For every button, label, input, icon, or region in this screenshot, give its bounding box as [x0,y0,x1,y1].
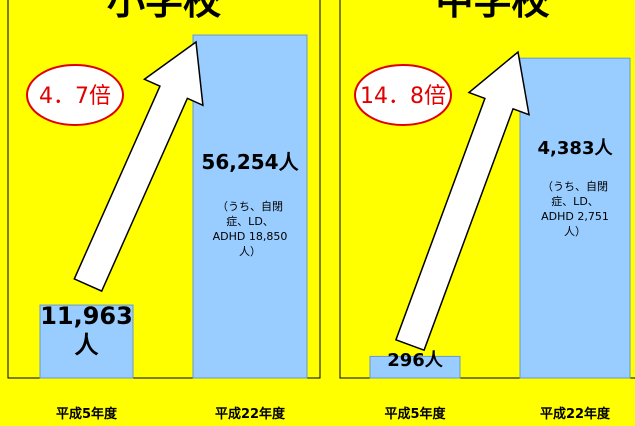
ratio-badge [26,64,124,126]
ratio-label: 14．8倍 [360,84,446,109]
ratio-badge [354,64,452,126]
ratio-label: 4．7倍 [39,84,111,109]
value-label: 4,383人 [537,138,613,159]
bar [519,57,631,379]
bar [39,304,134,379]
x-tick-label: 平成5年度 [55,407,118,422]
chart-title: 小学校 [106,0,221,23]
value-label: 296人 [387,350,443,371]
chart-title: 中学校 [435,0,550,23]
note: （うち、自閉症、LD、ADHD 2,751人） [541,180,609,238]
bar [192,34,308,379]
arrow [73,40,204,293]
x-tick-label: 平成22年度 [214,407,286,422]
arrow [394,50,530,352]
note: （うち、自閉症、LD、ADHD 18,850人） [212,200,288,258]
x-tick-label: 平成22年度 [539,407,611,422]
value-label: 11,963人 [40,302,133,359]
value-label: 56,254人 [201,150,299,174]
x-tick-label: 平成5年度 [384,407,446,422]
bar [369,355,461,379]
